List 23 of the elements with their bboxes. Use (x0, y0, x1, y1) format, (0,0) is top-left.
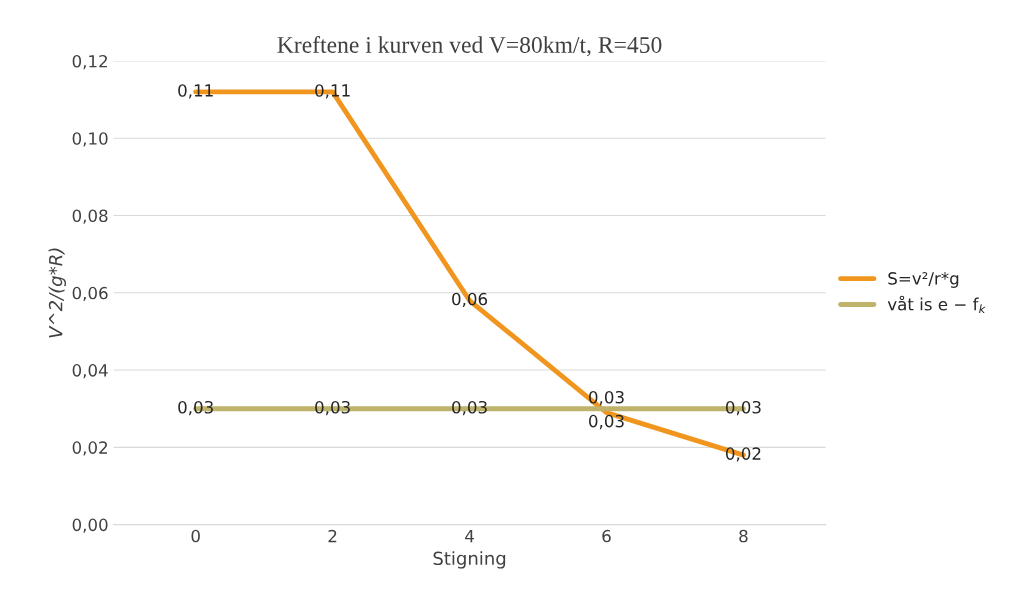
legend-label: våt is e − f$_{k}$ (887, 295, 986, 314)
x-tick-label: 0 (191, 529, 200, 543)
data-label: 0,03 (589, 414, 624, 430)
chart-title: Kreftene i kurven ved V=80km/t, R=450 (277, 36, 662, 57)
x-tick-label: 4 (465, 529, 474, 543)
data-label: 0,03 (725, 400, 761, 416)
data-label: 0,03 (178, 400, 213, 416)
y-tick-label: 0,08 (72, 209, 108, 224)
x-tick-label: 6 (602, 529, 611, 543)
x-axis-title: Stigning (433, 551, 506, 569)
data-label: 0,11 (178, 84, 213, 99)
y-axis-title: V^2/(g*R) (48, 248, 66, 338)
data-label: 0,02 (725, 447, 761, 462)
y-tick-label: 0,02 (72, 441, 107, 456)
y-tick-label: 0,12 (72, 54, 107, 70)
x-tick-label: 2 (328, 529, 337, 543)
y-tick-label: 0,10 (72, 132, 108, 147)
x-tick-label: 8 (739, 529, 748, 543)
y-tick-label: 0,04 (72, 364, 108, 379)
y-tick-label: 0,06 (72, 286, 108, 302)
y-tick-label: 0,00 (72, 518, 108, 533)
legend-label: S=v²/r*g (888, 272, 959, 288)
data-label: 0,03 (589, 390, 624, 406)
